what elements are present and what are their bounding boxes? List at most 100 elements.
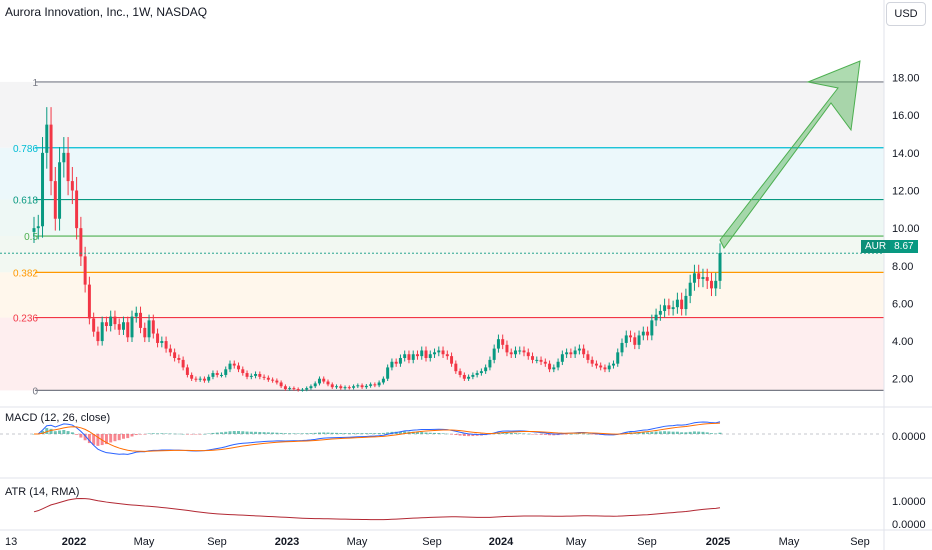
macd-histogram-bar xyxy=(288,433,292,434)
macd-histogram-bar xyxy=(437,433,441,434)
candle-body xyxy=(283,386,287,390)
candle-body xyxy=(522,350,526,353)
candle-body xyxy=(41,152,45,227)
macd-histogram-bar xyxy=(445,433,449,435)
time-axis-label: Sep xyxy=(850,536,870,548)
candle-body xyxy=(92,318,96,332)
time-axis-label: 2024 xyxy=(489,536,514,548)
candle-body xyxy=(121,322,125,330)
target-arrow[interactable] xyxy=(719,60,861,249)
macd-histogram-bar xyxy=(552,434,556,436)
macd-histogram-bar xyxy=(181,433,185,435)
last-price-badge: AUR 8.67 xyxy=(861,240,918,253)
ticker-symbol: AUR xyxy=(861,240,891,253)
macd-histogram-bar xyxy=(279,432,283,434)
fib-zone xyxy=(0,272,884,318)
macd-histogram-bar xyxy=(509,433,513,434)
macd-histogram-bar xyxy=(45,428,49,434)
macd-histogram-bar xyxy=(701,431,705,434)
macd-histogram-bar xyxy=(275,432,279,434)
candle-body xyxy=(611,363,615,366)
candle-body xyxy=(147,320,151,338)
candle-body xyxy=(271,379,275,381)
macd-histogram-bar xyxy=(501,432,505,434)
fib-level-label: 1 xyxy=(32,78,38,89)
candle-body xyxy=(509,352,513,355)
candle-body xyxy=(113,316,117,325)
candle-body xyxy=(709,280,713,289)
macd-histogram-bar xyxy=(522,433,526,434)
arrow-shape xyxy=(719,60,861,249)
candle-body xyxy=(471,374,475,377)
macd-histogram-bar xyxy=(577,433,581,435)
candle-body xyxy=(629,335,633,338)
time-axis-label: 2025 xyxy=(706,536,730,548)
macd-histogram-bar xyxy=(458,434,462,436)
macd-histogram-bar xyxy=(714,433,718,434)
time-axis-label: 2023 xyxy=(275,536,299,548)
macd-histogram-bar xyxy=(198,434,202,435)
candle-body xyxy=(309,386,313,389)
candle-body xyxy=(398,358,402,364)
candle-body xyxy=(586,354,590,360)
macd-histogram-bar xyxy=(637,432,641,434)
candle-body xyxy=(433,352,437,355)
candle-body xyxy=(219,374,223,376)
macd-histogram-bar xyxy=(433,432,437,434)
macd-histogram-bar xyxy=(49,428,53,434)
fibonacci-retracement[interactable]: 1 0.786 0.618 0.5 0.382 0.236 0 xyxy=(0,78,884,397)
candle-body xyxy=(386,367,390,379)
macd-histogram-bar xyxy=(369,433,373,434)
fib-zone xyxy=(0,236,884,273)
macd-histogram-bar xyxy=(692,431,696,434)
candle-body xyxy=(58,162,62,219)
candle-body xyxy=(637,335,641,345)
candle-body xyxy=(492,348,496,360)
candle-body xyxy=(279,382,283,387)
candle-body xyxy=(454,363,458,372)
candle-body xyxy=(411,354,415,360)
macd-histogram-bar xyxy=(565,434,569,435)
macd-histogram-bar xyxy=(254,431,258,434)
macd-histogram-bar xyxy=(237,431,241,434)
currency-selector[interactable]: USD xyxy=(886,2,926,26)
macd-label: MACD (12, 26, close) xyxy=(5,412,111,424)
candle-body xyxy=(458,371,462,375)
macd-histogram-bar xyxy=(450,434,454,435)
macd-histogram-bar xyxy=(428,432,432,434)
candle-body xyxy=(347,387,351,389)
time-axis-label: May xyxy=(779,536,800,548)
macd-histogram-bar xyxy=(228,431,232,434)
macd-histogram-bar xyxy=(168,433,172,435)
candle-body xyxy=(173,352,177,359)
fib-level-label: 0.5 xyxy=(24,232,38,243)
candle-body xyxy=(245,373,249,377)
candle-body xyxy=(224,369,228,375)
candle-body xyxy=(373,384,377,386)
candle-body xyxy=(364,385,368,388)
macd-histogram-bar xyxy=(330,432,334,434)
macd-histogram-bar xyxy=(96,434,100,446)
candle-body xyxy=(680,299,684,310)
candle-body xyxy=(518,350,522,352)
macd-histogram-bar xyxy=(531,434,535,435)
candle-body xyxy=(194,378,198,380)
time-axis-label: Sep xyxy=(422,536,442,548)
candle-body xyxy=(569,352,573,355)
candle-body xyxy=(266,377,270,380)
macd-histogram-bar xyxy=(326,432,330,434)
atr-axis-tick: 1.0000 xyxy=(892,496,926,508)
candle-body xyxy=(616,352,620,364)
macd-histogram-bar xyxy=(462,434,466,436)
macd-histogram-bar xyxy=(121,434,125,439)
candle-body xyxy=(36,226,40,229)
macd-histogram-bar xyxy=(258,431,262,434)
macd-histogram-bar xyxy=(646,432,650,434)
candle-body xyxy=(79,228,83,257)
candle-body xyxy=(130,316,134,338)
candle-body xyxy=(475,373,479,375)
macd-histogram-bar xyxy=(134,434,138,436)
macd-histogram-bar xyxy=(705,432,709,434)
candle-body xyxy=(330,384,334,388)
